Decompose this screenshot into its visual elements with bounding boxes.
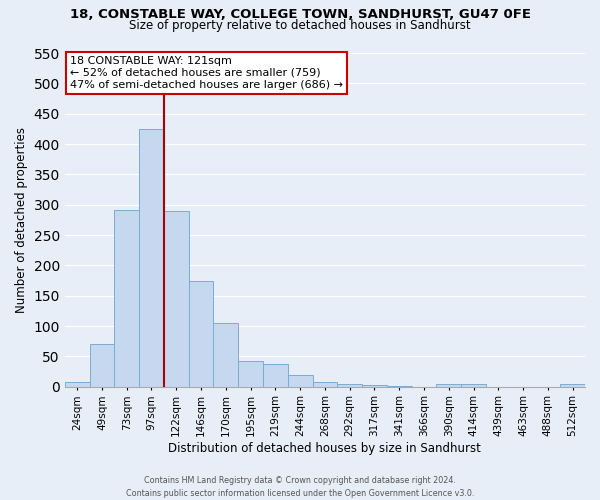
- Bar: [238, 360, 263, 386]
- Text: Contains HM Land Registry data © Crown copyright and database right 2024.
Contai: Contains HM Land Registry data © Crown c…: [126, 476, 474, 498]
- X-axis label: Distribution of detached houses by size in Sandhurst: Distribution of detached houses by size …: [169, 442, 481, 455]
- Bar: [214, 323, 238, 386]
- Bar: [164, 210, 188, 386]
- Bar: [436, 384, 461, 386]
- Bar: [288, 374, 313, 386]
- Bar: [65, 382, 89, 386]
- Text: Size of property relative to detached houses in Sandhurst: Size of property relative to detached ho…: [129, 18, 471, 32]
- Bar: [461, 384, 486, 386]
- Bar: [115, 210, 139, 386]
- Bar: [337, 384, 362, 386]
- Bar: [560, 384, 585, 386]
- Bar: [89, 344, 115, 387]
- Text: 18 CONSTABLE WAY: 121sqm
← 52% of detached houses are smaller (759)
47% of semi-: 18 CONSTABLE WAY: 121sqm ← 52% of detach…: [70, 56, 343, 90]
- Bar: [188, 280, 214, 386]
- Bar: [263, 364, 288, 386]
- Y-axis label: Number of detached properties: Number of detached properties: [15, 127, 28, 313]
- Text: 18, CONSTABLE WAY, COLLEGE TOWN, SANDHURST, GU47 0FE: 18, CONSTABLE WAY, COLLEGE TOWN, SANDHUR…: [70, 8, 530, 20]
- Bar: [313, 382, 337, 386]
- Bar: [139, 129, 164, 386]
